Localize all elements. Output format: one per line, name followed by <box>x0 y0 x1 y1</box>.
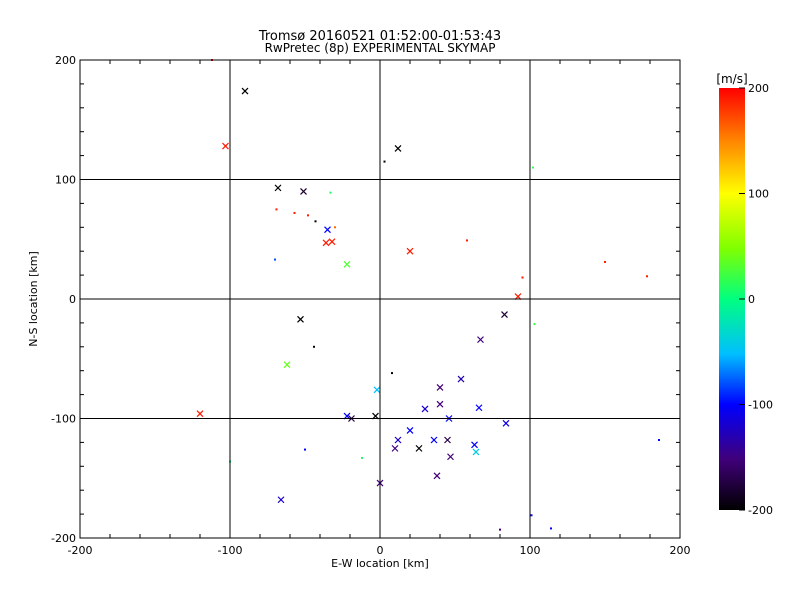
data-point-x <box>394 145 402 152</box>
data-point-x <box>475 404 483 412</box>
y-tick-label: 200 <box>55 54 76 67</box>
data-point-x <box>322 239 330 247</box>
data-point-x <box>373 386 381 394</box>
data-point-x <box>430 436 438 444</box>
data-point <box>275 208 278 211</box>
data-point-x <box>444 436 451 444</box>
data-point-x <box>406 427 414 434</box>
data-point-x <box>283 361 291 369</box>
x-tick-label: 0 <box>377 544 384 557</box>
data-point <box>293 211 296 214</box>
colorbar-tick-label: 0 <box>748 293 755 306</box>
data-point-x <box>436 400 444 408</box>
data-point-x <box>477 336 484 344</box>
data-point <box>532 166 534 169</box>
x-tick-label: -200 <box>68 544 93 557</box>
data-point-x <box>196 410 204 418</box>
data-point-x <box>436 384 444 391</box>
data-point-x <box>502 419 510 427</box>
y-tick-label: 0 <box>69 293 76 306</box>
y-tick-label: -100 <box>51 413 76 426</box>
data-point <box>533 323 536 326</box>
data-point <box>521 276 524 279</box>
data-point-x <box>277 496 285 504</box>
data-point-x <box>343 260 351 268</box>
axis-ticks: -200 -100 0 100 200 -200 -100 0 100 200 <box>51 54 690 557</box>
data-point-x <box>415 444 423 452</box>
data-point-x <box>222 142 229 150</box>
y-tick-label: 100 <box>55 174 76 187</box>
data-point <box>313 345 315 348</box>
data-point-x <box>328 238 336 246</box>
colorbar-label: [m/s] <box>716 72 747 86</box>
data-point <box>329 191 332 194</box>
data-point <box>383 160 386 163</box>
data-point <box>307 214 309 217</box>
data-point <box>530 514 533 517</box>
data-point <box>361 456 363 459</box>
x-tick-label: 100 <box>520 544 541 557</box>
data-point-x <box>406 247 414 255</box>
data-point-x <box>394 436 402 444</box>
data-point-x <box>472 448 480 456</box>
data-point-x <box>471 441 478 449</box>
data-point <box>314 220 317 223</box>
data-point-x <box>433 472 441 480</box>
data-point <box>334 226 336 229</box>
data-point <box>550 527 552 530</box>
colorbar-tick-label: -200 <box>748 504 773 517</box>
data-point <box>304 448 306 451</box>
x-axis-label: E-W location [km] <box>331 557 429 570</box>
data-point <box>658 439 660 442</box>
data-point-x <box>274 184 282 192</box>
data-point-x <box>297 315 304 323</box>
data-point <box>466 239 468 242</box>
data-point-x <box>457 375 465 383</box>
data-point-x <box>501 311 508 318</box>
colorbar-tick-label: 200 <box>748 82 769 95</box>
y-tick-label: -200 <box>51 532 76 545</box>
data-point-x <box>300 188 307 195</box>
y-axis-label: N-S location [km] <box>27 251 40 347</box>
chart-subtitle: RwPretec (8p) EXPERIMENTAL SKYMAP <box>265 41 496 55</box>
data-point <box>391 372 393 375</box>
scatter-layer <box>196 59 660 531</box>
data-point <box>499 528 501 531</box>
data-point-x <box>421 405 429 413</box>
data-point-x <box>324 226 331 234</box>
colorbar-tick-label: 100 <box>748 188 769 201</box>
x-tick-label: -100 <box>218 544 243 557</box>
colorbar-tick-label: -100 <box>748 399 773 412</box>
data-point-x <box>241 87 249 95</box>
data-point <box>604 260 606 263</box>
grid-lines <box>80 60 680 538</box>
data-point <box>274 258 276 261</box>
data-point-x <box>391 444 399 452</box>
x-tick-label: 200 <box>670 544 691 557</box>
colorbar-ticks: 200 100 0 -100 -200 <box>739 82 773 517</box>
chart-title: Tromsø 20160521 01:52:00-01:53:43 <box>258 29 501 44</box>
data-point-x <box>447 453 454 461</box>
data-point <box>646 275 648 278</box>
